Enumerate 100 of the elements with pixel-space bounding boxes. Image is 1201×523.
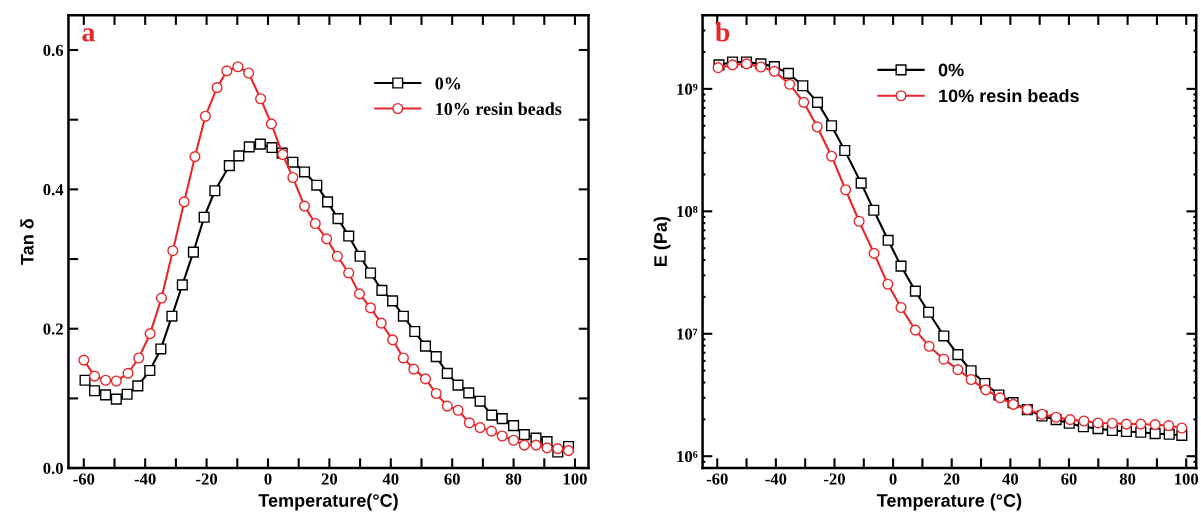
point — [452, 404, 464, 416]
x-tick-label: 100 — [1175, 473, 1199, 485]
point — [387, 295, 399, 307]
point — [364, 267, 377, 279]
point — [144, 328, 156, 340]
x-tick-label: 40 — [382, 473, 399, 485]
legend-label: 10% resin beads — [939, 88, 1079, 103]
y-tick-label: 10⁸ — [677, 206, 698, 218]
y-tick-label: 0.6 — [43, 44, 64, 57]
point — [132, 380, 144, 392]
point — [166, 310, 178, 322]
point — [1135, 418, 1147, 430]
point — [1163, 420, 1175, 432]
point — [331, 250, 343, 262]
y-axis-title: E (Pa) — [653, 216, 671, 266]
point — [79, 374, 91, 386]
point — [408, 363, 420, 375]
point — [133, 352, 145, 364]
point — [811, 96, 824, 108]
x-tick-label: 100 — [563, 473, 587, 485]
y-tick-label: 10⁹ — [677, 83, 698, 95]
point — [243, 67, 255, 79]
x-axis-title: Temperature(°C) — [258, 493, 398, 511]
x-tick-label: 0 — [264, 473, 272, 485]
point — [88, 385, 101, 397]
point — [541, 442, 553, 454]
point — [167, 245, 179, 257]
point — [965, 373, 977, 386]
point — [441, 400, 453, 412]
point — [826, 150, 838, 162]
point — [923, 340, 935, 352]
point — [895, 260, 907, 272]
point — [419, 340, 432, 352]
x-tick-label: -40 — [765, 473, 787, 485]
legend-label: 0% — [938, 63, 964, 77]
point — [255, 93, 267, 105]
point — [232, 61, 244, 73]
point — [485, 425, 498, 437]
x-tick-label: 20 — [321, 473, 338, 485]
x-tick-label: 60 — [1061, 473, 1077, 485]
point — [980, 384, 992, 396]
point — [221, 65, 233, 77]
y-axis-title: Tan δ — [20, 219, 34, 265]
point — [254, 138, 266, 150]
x-tick-label: -20 — [196, 473, 218, 485]
point — [387, 334, 399, 346]
point — [243, 141, 255, 153]
point — [199, 110, 211, 122]
legend-label: 0% — [435, 77, 461, 90]
point — [155, 343, 167, 355]
point — [496, 413, 508, 425]
point — [265, 118, 277, 130]
point — [1092, 417, 1104, 429]
point — [332, 213, 344, 225]
point — [287, 171, 299, 184]
point — [784, 78, 796, 90]
point — [419, 373, 432, 385]
y-tick-label: 10⁷ — [677, 328, 698, 340]
point — [923, 306, 935, 318]
point — [266, 142, 278, 154]
point — [909, 285, 921, 297]
point — [508, 420, 520, 432]
point — [309, 217, 321, 230]
point — [353, 288, 366, 300]
point — [88, 370, 101, 382]
point — [375, 317, 387, 329]
point — [441, 367, 453, 379]
point — [409, 325, 421, 338]
point — [122, 367, 134, 379]
point — [321, 233, 333, 245]
point — [198, 211, 210, 223]
y-tick-label: 0.4 — [43, 184, 64, 196]
x-tick-label: 40 — [1002, 473, 1019, 485]
x-tick-label: 20 — [944, 473, 960, 485]
point — [376, 284, 388, 296]
point — [882, 234, 894, 246]
x-tick-label: 60 — [444, 473, 460, 485]
point — [78, 354, 90, 366]
point — [474, 422, 486, 434]
point — [397, 310, 409, 322]
point — [952, 364, 964, 376]
point — [430, 351, 442, 363]
point — [178, 196, 190, 208]
point — [882, 278, 894, 290]
x-tick-label: 80 — [1119, 473, 1136, 485]
point — [110, 375, 122, 387]
x-tick-label: -40 — [134, 473, 156, 485]
point — [768, 65, 780, 77]
point — [1106, 417, 1118, 429]
annotation: a — [82, 28, 95, 42]
annotation: b — [715, 21, 730, 42]
point — [311, 179, 323, 191]
point — [474, 395, 486, 407]
point — [343, 267, 355, 279]
point — [895, 301, 907, 314]
legend-label: 10% resin beads — [436, 102, 562, 116]
point — [209, 185, 221, 197]
point — [187, 246, 199, 258]
y-tick-label: 0.0 — [43, 462, 63, 475]
point — [176, 279, 188, 291]
